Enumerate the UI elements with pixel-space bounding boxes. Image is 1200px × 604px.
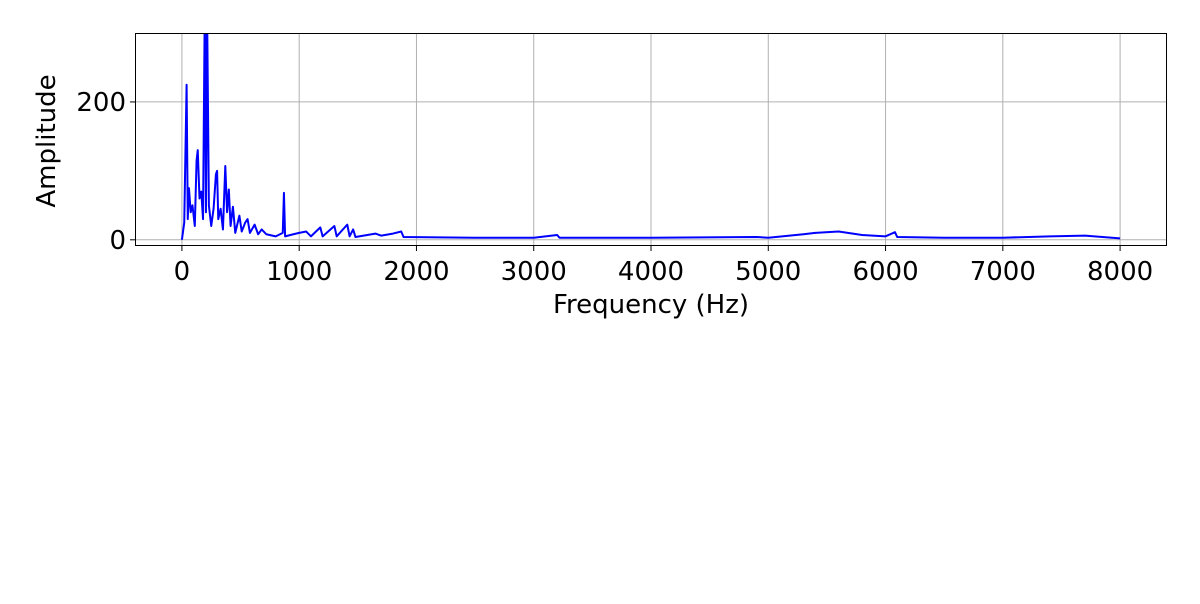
grid xyxy=(135,33,1167,246)
x-tick-label: 1000 xyxy=(266,257,332,287)
plot-area xyxy=(180,33,1121,240)
y-tick-label: 200 xyxy=(76,88,126,118)
tick-labels: 0 1000 2000 3000 4000 5000 6000 7000 8000 0 200 xyxy=(76,88,1153,287)
x-tick-label: 4000 xyxy=(618,257,684,287)
x-tick-label: 3000 xyxy=(501,257,567,287)
y-tick-label: 0 xyxy=(109,226,126,256)
axes-frame xyxy=(135,33,1167,246)
x-tick-label: 7000 xyxy=(970,257,1036,287)
spectrum-line xyxy=(180,33,1121,240)
x-tick-label: 0 xyxy=(174,257,191,287)
x-tick-label: 5000 xyxy=(735,257,801,287)
x-tick-label: 8000 xyxy=(1087,257,1153,287)
y-axis-label: Amplitude xyxy=(32,74,62,207)
x-axis-label: Frequency (Hz) xyxy=(553,290,749,320)
x-tick-label: 2000 xyxy=(383,257,449,287)
x-tick-label: 6000 xyxy=(852,257,918,287)
